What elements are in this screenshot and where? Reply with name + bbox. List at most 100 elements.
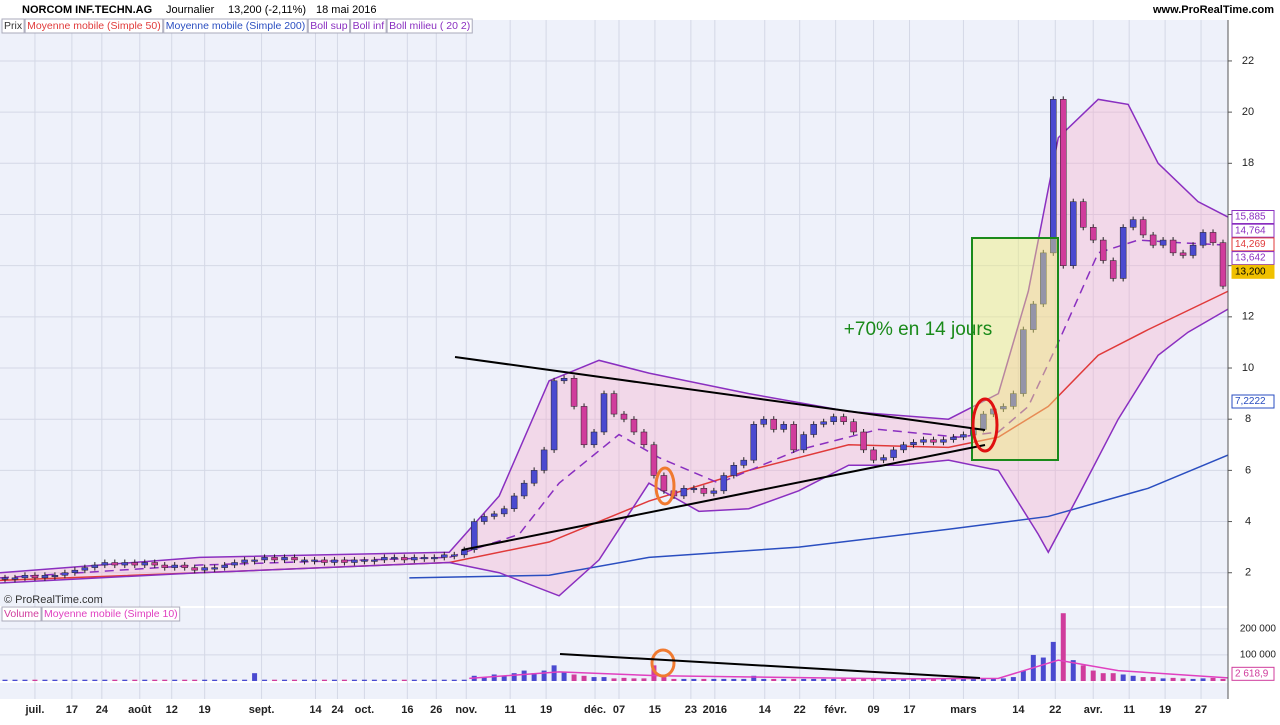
volume-bar	[911, 678, 917, 681]
candle	[820, 421, 827, 425]
candle	[1000, 406, 1007, 410]
volume-bar	[421, 679, 427, 681]
candle	[221, 564, 228, 568]
candle	[720, 475, 728, 492]
trend-line	[461, 444, 986, 551]
candle	[211, 567, 218, 570]
candle	[101, 562, 109, 566]
volume-bar	[491, 674, 497, 681]
volume-bar	[1080, 665, 1086, 681]
header	[0, 0, 1280, 20]
legend-box	[41, 606, 181, 622]
volume-bar	[541, 670, 547, 681]
volume-bar	[371, 679, 377, 681]
volume-bar	[12, 679, 18, 681]
copyright: © ProRealTime.com	[4, 594, 103, 606]
volume-bar	[391, 679, 397, 681]
volume-bar	[621, 677, 627, 681]
volume-bar	[721, 678, 727, 681]
volume-bar	[990, 678, 996, 681]
y-tick-label: 10	[1242, 362, 1254, 374]
y-tick-label: 2	[1245, 567, 1251, 579]
volume-bar	[461, 679, 467, 681]
candle	[1089, 227, 1097, 241]
candle	[191, 567, 198, 571]
volume-bar	[222, 679, 228, 681]
candle	[411, 557, 418, 561]
volume-bar	[930, 678, 936, 681]
volume-bar	[751, 675, 757, 681]
price-tag-label: 14,764	[1235, 225, 1266, 236]
x-tick-label: 24	[96, 704, 109, 716]
candle	[540, 449, 548, 471]
volume-bar	[202, 679, 208, 681]
volume-bar	[761, 678, 767, 681]
candle	[1079, 201, 1087, 228]
candle	[710, 490, 718, 494]
x-tick-label: 22	[1049, 704, 1061, 716]
volume-bar	[361, 679, 367, 681]
candle	[1050, 99, 1057, 254]
x-tick-label: 07	[613, 704, 625, 716]
candle	[81, 567, 89, 571]
x-tick-label: avr.	[1084, 704, 1103, 716]
volume-bar	[451, 679, 457, 681]
site: www.ProRealTime.com	[1152, 4, 1274, 16]
candle	[21, 575, 29, 579]
title: NORCOM INF.TECHN.AG	[22, 4, 152, 16]
candle	[1099, 239, 1107, 261]
candle	[291, 557, 298, 561]
candle	[1060, 99, 1067, 266]
candle	[1040, 252, 1047, 305]
candle	[261, 557, 268, 561]
candle	[381, 557, 388, 561]
candle	[401, 557, 408, 561]
y-tick-label: 4	[1245, 515, 1251, 527]
candle	[331, 559, 338, 563]
volume-bar	[1200, 678, 1206, 681]
candle	[251, 559, 258, 562]
volume-bar	[441, 679, 447, 681]
volume-bar	[671, 678, 677, 681]
volume-bar	[1040, 657, 1046, 681]
highlight-circle	[654, 466, 676, 506]
volume-bar	[411, 679, 417, 681]
candle	[910, 441, 917, 446]
volume-bar	[511, 673, 517, 681]
volume-bar	[311, 679, 317, 681]
volume-bar	[1110, 673, 1116, 681]
candle	[351, 559, 358, 563]
candle	[520, 482, 528, 497]
candle	[490, 513, 498, 517]
volume-bar	[341, 679, 347, 681]
price-tag	[1231, 223, 1275, 238]
volume-bar	[252, 673, 258, 681]
x-tick-label: 22	[794, 704, 806, 716]
price-tag	[1231, 251, 1275, 266]
volume-bar	[1170, 677, 1176, 681]
candle	[441, 554, 448, 558]
volume-bar	[841, 678, 847, 681]
candle	[51, 575, 59, 578]
volume-bar	[921, 678, 926, 681]
volume-bar	[631, 678, 637, 681]
volume-bar	[581, 675, 587, 681]
volume-bar	[42, 679, 48, 681]
candle	[530, 470, 538, 484]
legend-box	[307, 18, 351, 34]
volume-bar	[172, 679, 178, 681]
y-tick-label: 12	[1242, 311, 1254, 323]
volume-bar	[1180, 678, 1186, 681]
volume-bar	[950, 678, 956, 681]
volume-bar	[521, 670, 527, 681]
volume-bar	[1120, 674, 1126, 681]
candle	[770, 418, 777, 430]
volume-bar	[611, 678, 617, 681]
candle	[1179, 252, 1187, 256]
price-tag-label: 14,269	[1235, 239, 1266, 250]
candle	[940, 439, 947, 443]
volume-bar	[651, 665, 657, 681]
volume-bar	[262, 679, 268, 681]
volume-bar	[1220, 678, 1226, 681]
candle	[740, 459, 748, 466]
